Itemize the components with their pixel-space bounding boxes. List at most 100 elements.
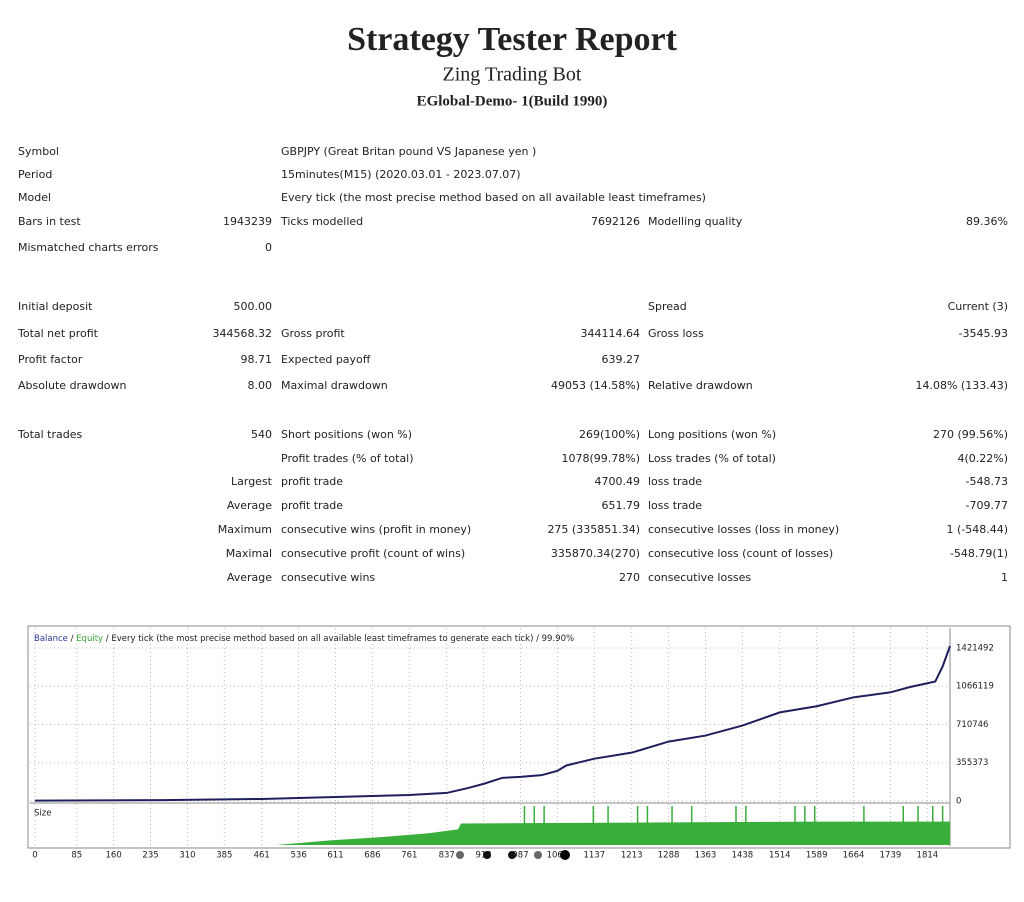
table-cell: Mismatched charts errors xyxy=(18,241,159,254)
table-cell: Long positions (won %) xyxy=(648,428,776,441)
table-cell: 4700.49 xyxy=(595,475,641,488)
x-tick-label: 1213 xyxy=(621,851,643,861)
y-tick-label: 0 xyxy=(956,797,961,807)
x-tick-label: 85 xyxy=(71,851,82,861)
table-cell: Largest xyxy=(231,475,273,488)
x-tick-label: 310 xyxy=(179,851,195,861)
y-tick-label: 710746 xyxy=(956,720,988,730)
table-cell: GBPJPY (Great Britan pound VS Japanese y… xyxy=(281,145,536,158)
table-cell: 651.79 xyxy=(602,499,641,512)
table-cell: Loss trades (% of total) xyxy=(648,452,776,465)
table-cell: 344114.64 xyxy=(581,327,641,340)
legend-sep: / xyxy=(68,634,76,644)
table-cell: -548.79(1) xyxy=(950,547,1008,560)
table-cell: consecutive wins (profit in money) xyxy=(281,523,471,536)
x-tick-label: 235 xyxy=(142,851,158,861)
table-cell: Period xyxy=(18,168,52,181)
report-subtitle: Zing Trading Bot xyxy=(443,64,582,86)
x-tick-label: 385 xyxy=(216,851,232,861)
y-tick-label: 1066119 xyxy=(956,682,994,692)
legend-equity: Equity xyxy=(76,634,103,644)
table-cell: 7692126 xyxy=(591,215,640,228)
x-tick-label: 1664 xyxy=(843,851,865,861)
table-cell: consecutive losses xyxy=(648,571,751,584)
table-cell: Profit factor xyxy=(18,353,83,366)
size-area xyxy=(34,821,950,845)
table-cell: -548.73 xyxy=(966,475,1008,488)
table-cell: Profit trades (% of total) xyxy=(281,452,414,465)
legend-sep: / xyxy=(103,634,111,644)
dot xyxy=(456,851,464,859)
table-cell: Bars in test xyxy=(18,215,81,228)
x-tick-label: 1062 xyxy=(547,851,569,861)
table-cell: -709.77 xyxy=(966,499,1008,512)
chart: 0 355373 710746 1066119 1421492 0 85 160 235 310 3… xyxy=(30,628,994,861)
table-cell: 275 (335851.34) xyxy=(547,523,640,536)
balance-line xyxy=(34,645,951,802)
table-cell: consecutive wins xyxy=(281,571,375,584)
x-tick-label: 987 xyxy=(512,851,528,861)
x-tick-label: 761 xyxy=(401,851,417,861)
x-tick-label: 1137 xyxy=(583,851,605,861)
table-cell: 344568.32 xyxy=(213,327,273,340)
dot xyxy=(508,851,516,859)
size-label: Size xyxy=(34,809,51,819)
report-title: Strategy Tester Report xyxy=(347,21,678,58)
table-cell: 0 xyxy=(265,241,272,254)
table-cell: 540 xyxy=(251,428,272,441)
table-cell: 4(0.22%) xyxy=(957,452,1008,465)
table-cell: 1 xyxy=(1001,571,1008,584)
table-cell: 335870.34(270) xyxy=(551,547,640,560)
table-cell: Gross loss xyxy=(648,327,704,340)
table-cell: 270 (99.56%) xyxy=(933,428,1008,441)
table-cell: Relative drawdown xyxy=(648,379,753,392)
x-tick-label: 0 xyxy=(32,851,37,861)
table-cell: Initial deposit xyxy=(18,300,93,313)
x-tick-label: 1814 xyxy=(917,851,939,861)
table-cell: loss trade xyxy=(648,499,702,512)
table-cell: 49053 (14.58%) xyxy=(551,379,640,392)
table-cell: Maximal xyxy=(226,547,272,560)
table-cell: consecutive losses (loss in money) xyxy=(648,523,839,536)
table-cell: loss trade xyxy=(648,475,702,488)
table-cell: Current (3) xyxy=(948,300,1008,313)
legend-balance: Balance xyxy=(34,634,68,644)
table-cell: 1078(99.78%) xyxy=(561,452,640,465)
table-cell: Expected payoff xyxy=(281,353,371,366)
dot xyxy=(534,851,542,859)
legend-note: Every tick (the most precise method base… xyxy=(111,634,574,644)
table-cell: Maximum xyxy=(218,523,272,536)
table-cell: Symbol xyxy=(18,145,59,158)
table-cell: consecutive loss (count of losses) xyxy=(648,547,833,560)
dot xyxy=(483,851,491,859)
x-tick-label: 1514 xyxy=(769,851,791,861)
table-cell: Short positions (won %) xyxy=(281,428,412,441)
y-tick-label: 355373 xyxy=(956,758,988,768)
x-tick-label: 1739 xyxy=(880,851,902,861)
table-cell: 8.00 xyxy=(248,379,273,392)
server-line: EGlobal-Demo- 1(Build 1990) xyxy=(417,93,608,109)
x-tick-label: 536 xyxy=(291,851,307,861)
table-cell: 98.71 xyxy=(241,353,273,366)
table-cell: Total trades xyxy=(17,428,83,441)
table-cell: Ticks modelled xyxy=(280,215,363,228)
table-cell: Average xyxy=(227,571,272,584)
summary-table: Symbol GBPJPY (Great Britan pound VS Japa… xyxy=(17,145,1008,584)
x-tick-label: 1438 xyxy=(732,851,754,861)
table-cell: profit trade xyxy=(281,499,343,512)
x-tick-label: 461 xyxy=(254,851,270,861)
table-cell: Model xyxy=(18,191,51,204)
table-cell: 1943239 xyxy=(223,215,272,228)
x-tick-label: 686 xyxy=(364,851,380,861)
x-tick-label: 837 xyxy=(439,851,455,861)
table-cell: 1 (-548.44) xyxy=(946,523,1008,536)
table-cell: 270 xyxy=(619,571,640,584)
table-cell: Spread xyxy=(648,300,687,313)
table-cell: -3545.93 xyxy=(959,327,1008,340)
x-tick-label: 160 xyxy=(106,851,122,861)
legend: Balance / Equity / Every tick (the most … xyxy=(34,634,574,644)
table-cell: 89.36% xyxy=(966,215,1008,228)
table-cell: consecutive profit (count of wins) xyxy=(281,547,465,560)
table-cell: Maximal drawdown xyxy=(281,379,388,392)
